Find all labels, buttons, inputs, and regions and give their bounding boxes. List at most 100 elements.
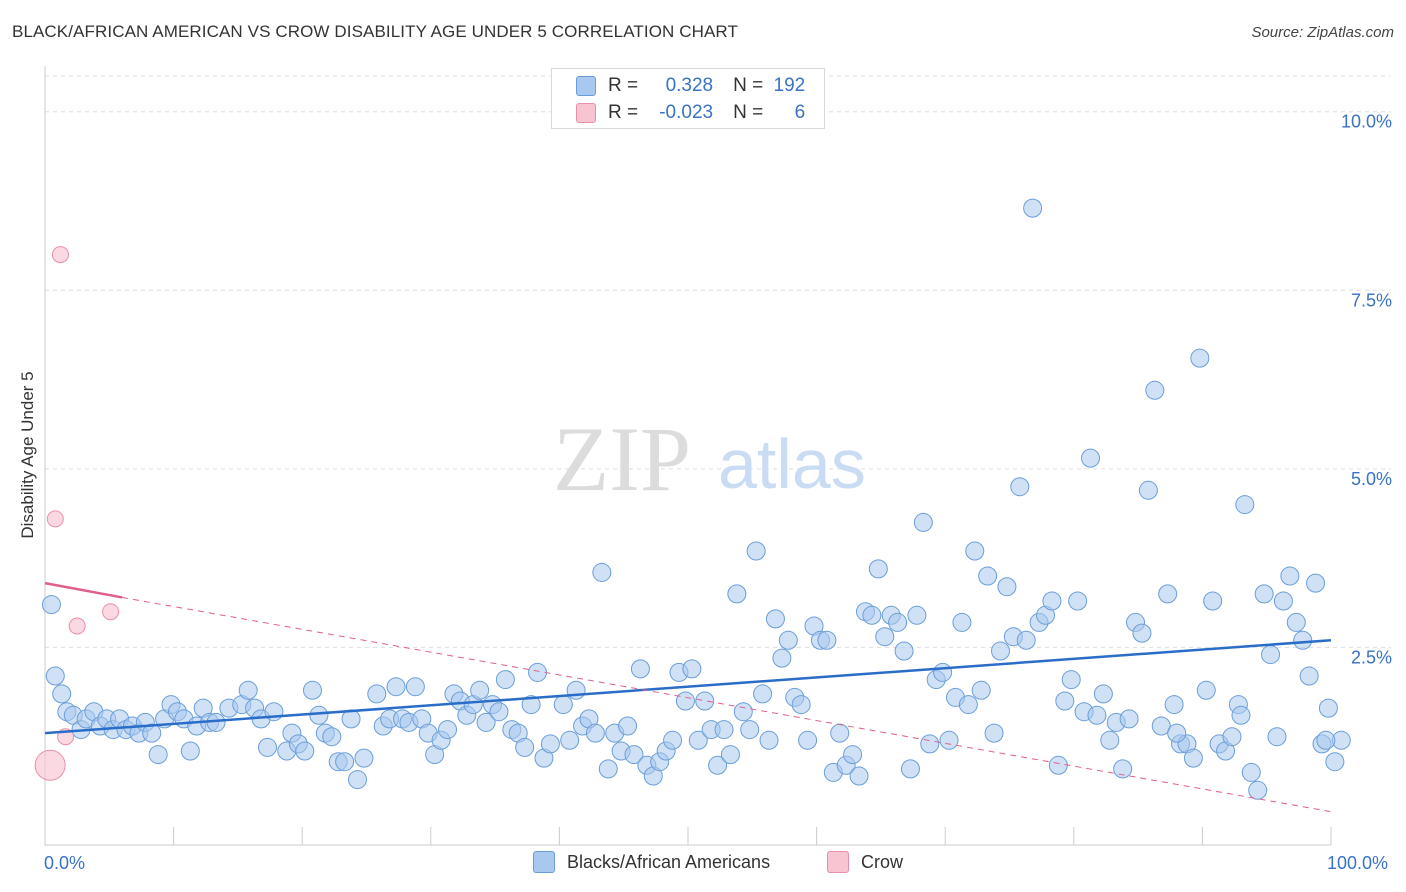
- point-blacks: [1081, 448, 1101, 468]
- point-blacks: [309, 705, 329, 725]
- series-crow-points: [34, 246, 120, 781]
- y-tick-label: 7.5%: [1351, 290, 1392, 310]
- legend-r-label: R =: [608, 75, 639, 96]
- legend-n-label: N =: [733, 102, 764, 123]
- point-blacks: [1306, 573, 1326, 593]
- point-blacks: [367, 684, 387, 704]
- point-blacks: [528, 662, 548, 682]
- point-blacks: [180, 741, 200, 761]
- legend-n-value: 192: [773, 75, 806, 96]
- point-blacks: [470, 680, 490, 700]
- point-blacks: [920, 734, 940, 754]
- point-blacks: [1042, 591, 1062, 611]
- legend-r-value: 0.328: [665, 75, 714, 96]
- bottom-legend-swatch-pink: [827, 851, 849, 873]
- point-blacks: [965, 541, 985, 561]
- source-label: Source: ZipAtlas.com: [1251, 24, 1394, 41]
- legend-n-label: N =: [733, 75, 764, 96]
- point-blacks: [708, 755, 728, 775]
- watermark-zip: ZIP: [553, 408, 691, 510]
- point-blacks: [1138, 480, 1158, 500]
- point-blacks: [740, 720, 760, 740]
- point-crow: [68, 617, 86, 635]
- bottom-legend-blacks: Blacks/African Americans: [533, 851, 770, 873]
- point-blacks: [817, 630, 837, 650]
- point-blacks: [1248, 780, 1268, 800]
- point-blacks: [1196, 680, 1216, 700]
- point-blacks: [592, 562, 612, 582]
- legend-swatch-pink: [576, 103, 596, 123]
- trend-line-crow-dashed: [122, 596, 1332, 813]
- point-blacks: [1158, 584, 1178, 604]
- x-tick-label-max: 100.0%: [1327, 853, 1389, 873]
- point-blacks: [45, 666, 65, 686]
- point-blacks: [759, 730, 779, 750]
- point-blacks: [540, 734, 560, 754]
- point-crow: [102, 603, 120, 621]
- point-crow: [34, 749, 66, 781]
- legend-r-label: R =: [608, 102, 639, 123]
- legend-row-crow: R = -0.023 N = 6: [576, 100, 805, 126]
- point-blacks: [688, 730, 708, 750]
- point-crow: [51, 246, 69, 264]
- point-blacks: [1231, 705, 1251, 725]
- point-blacks: [354, 748, 374, 768]
- point-blacks: [830, 723, 850, 743]
- point-blacks: [1190, 348, 1210, 368]
- point-blacks: [675, 691, 695, 711]
- point-blacks: [971, 680, 991, 700]
- point-blacks: [978, 566, 998, 586]
- point-blacks: [1100, 730, 1120, 750]
- point-blacks: [765, 609, 785, 629]
- bottom-legend-swatch-blue: [533, 851, 555, 873]
- point-blacks: [733, 702, 753, 722]
- legend-row-blacks: R = 0.328 N = 192: [576, 73, 805, 99]
- point-blacks: [843, 745, 863, 765]
- point-blacks: [598, 759, 618, 779]
- correlation-legend: R = 0.328 N = 192 R = -0.023 N = 6: [551, 68, 825, 129]
- point-blacks: [347, 770, 367, 790]
- watermark-atlas: atlas: [718, 425, 866, 503]
- point-blacks: [798, 730, 818, 750]
- point-blacks: [1023, 198, 1043, 218]
- point-blacks: [322, 727, 342, 747]
- point-blacks: [868, 559, 888, 579]
- point-blacks: [1316, 730, 1336, 750]
- point-blacks: [1010, 477, 1030, 497]
- point-blacks: [990, 641, 1010, 661]
- chart-title: BLACK/AFRICAN AMERICAN VS CROW DISABILIT…: [12, 22, 738, 41]
- point-blacks: [1254, 584, 1274, 604]
- point-blacks: [1016, 630, 1036, 650]
- point-blacks: [888, 612, 908, 632]
- point-blacks: [566, 680, 586, 700]
- point-blacks: [695, 691, 715, 711]
- point-blacks: [791, 695, 811, 715]
- point-blacks: [1241, 762, 1261, 782]
- trend-line-crow-solid: [44, 581, 123, 599]
- point-blacks: [1235, 495, 1255, 515]
- point-blacks: [1203, 591, 1223, 611]
- series-blacks-points: [41, 198, 1351, 800]
- point-blacks: [1167, 723, 1187, 743]
- point-blacks: [1280, 566, 1300, 586]
- bottom-legend-crow: Crow: [827, 851, 903, 873]
- point-blacks: [1299, 666, 1319, 686]
- point-blacks: [714, 720, 734, 740]
- point-blacks: [772, 648, 792, 668]
- point-blacks: [907, 605, 927, 625]
- point-blacks: [778, 630, 798, 650]
- point-blacks: [1267, 727, 1287, 747]
- point-blacks: [335, 752, 355, 772]
- point-blacks: [939, 730, 959, 750]
- point-blacks: [984, 723, 1004, 743]
- point-blacks: [142, 723, 162, 743]
- point-blacks: [862, 605, 882, 625]
- y-tick-label: 10.0%: [1341, 112, 1392, 132]
- bottom-legend-label-crow: Crow: [861, 851, 904, 872]
- point-blacks: [753, 684, 773, 704]
- point-blacks: [1261, 645, 1281, 665]
- point-blacks: [849, 766, 869, 786]
- watermark: ZIP atlas: [553, 408, 866, 510]
- point-blacks: [997, 577, 1017, 597]
